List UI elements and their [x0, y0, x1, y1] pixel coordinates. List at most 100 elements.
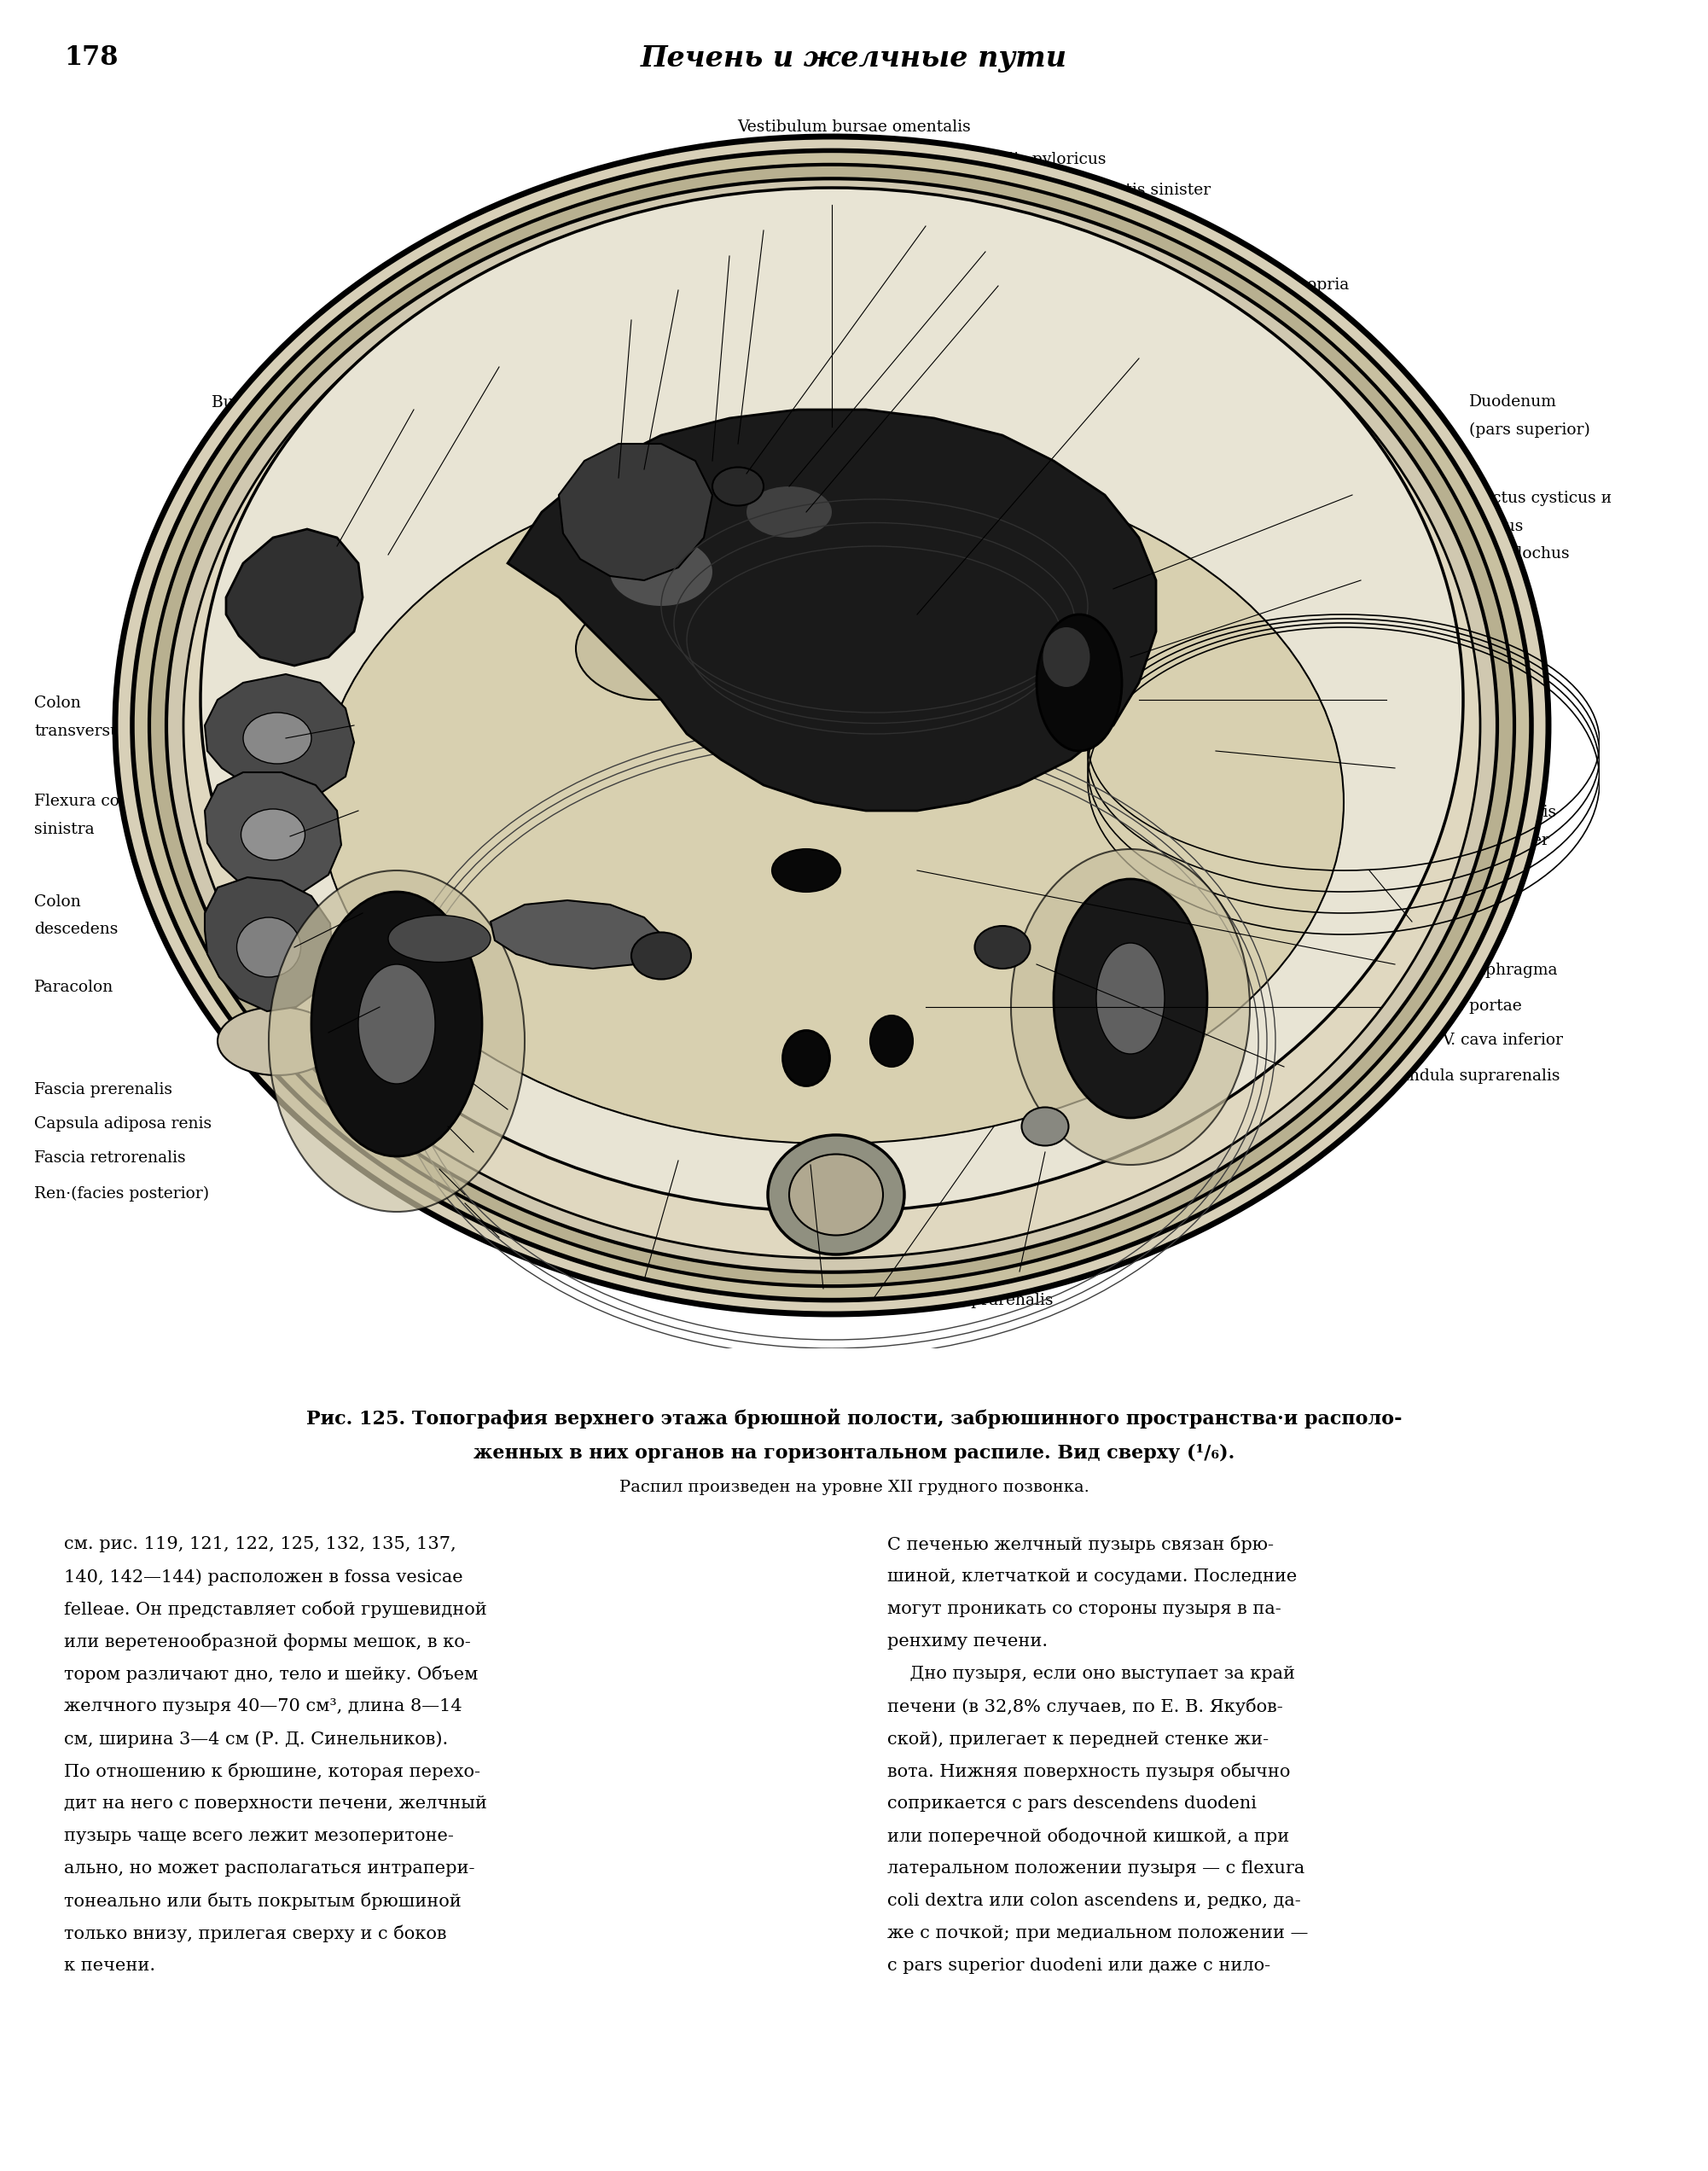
- Text: A. hepatica communis: A. hepatica communis: [712, 152, 892, 167]
- Text: coli dextra или colon ascendens и, редко, да-: coli dextra или colon ascendens и, редко…: [886, 1893, 1301, 1908]
- Text: желчного пузыря 40—70 см³, длина 8—14: желчного пузыря 40—70 см³, длина 8—14: [63, 1698, 463, 1715]
- Ellipse shape: [632, 931, 692, 979]
- Ellipse shape: [576, 597, 729, 699]
- Text: Capsula adiposa renis: Capsula adiposa renis: [34, 1116, 212, 1131]
- Text: Glandula suprarenalis: Glandula suprarenalis: [874, 1294, 1054, 1309]
- Text: Распил произведен на уровне XII грудного позвонка.: Распил произведен на уровне XII грудного…: [618, 1481, 1090, 1496]
- Text: choledochus: choledochus: [1469, 547, 1570, 562]
- Ellipse shape: [388, 916, 490, 962]
- Text: Vesica: Vesica: [1493, 684, 1544, 699]
- Text: (v. paraumbilicalis): (v. paraumbilicalis): [1040, 241, 1194, 256]
- Ellipse shape: [1011, 849, 1250, 1166]
- Ellipse shape: [166, 178, 1498, 1272]
- Polygon shape: [205, 877, 333, 1012]
- Text: см. рис. 119, 121, 122, 125, 132, 135, 137,: см. рис. 119, 121, 122, 125, 132, 135, 1…: [63, 1537, 456, 1552]
- Text: Fascia prerenalis: Fascia prerenalis: [34, 1081, 173, 1099]
- Ellipse shape: [1021, 1107, 1069, 1146]
- Text: Lobus: Lobus: [1498, 777, 1546, 792]
- Polygon shape: [205, 773, 342, 897]
- Text: Cauda pancreatis: Cauda pancreatis: [649, 1281, 789, 1296]
- Text: Bursa omentalis: Bursa omentalis: [212, 395, 343, 410]
- Text: ально, но может располагаться интрапери-: ально, но может располагаться интрапери-: [63, 1861, 475, 1876]
- Text: A. gastrica sinistra: A. gastrica sinistra: [647, 211, 799, 228]
- Text: с pars superior duodeni или даже с нило-: с pars superior duodeni или даже с нило-: [886, 1958, 1271, 1973]
- Ellipse shape: [237, 918, 301, 977]
- Text: Lig. teres hepatis: Lig. teres hepatis: [1049, 211, 1190, 228]
- Text: Paracolon: Paracolon: [34, 979, 114, 994]
- Text: вота. Нижняя поверхность пузыря обычно: вота. Нижняя поверхность пузыря обычно: [886, 1763, 1290, 1780]
- Text: женных в них органов на горизонтальном распиле. Вид сверху (¹/₆).: женных в них органов на горизонтальном р…: [473, 1444, 1235, 1463]
- Text: печени (в 32,8% случаев, по Е. В. Якубов-: печени (в 32,8% случаев, по Е. В. Якубов…: [886, 1698, 1283, 1715]
- Text: По отношению к брюшине, которая перехо-: По отношению к брюшине, которая перехо-: [63, 1763, 480, 1780]
- Ellipse shape: [746, 486, 832, 538]
- Text: тором различают дно, тело и шейку. Объем: тором различают дно, тело и шейку. Объем: [63, 1665, 478, 1683]
- Text: sinistra: sinistra: [34, 823, 94, 838]
- Text: пузырь чаще всего лежит мезоперитоне-: пузырь чаще всего лежит мезоперитоне-: [63, 1828, 454, 1843]
- Polygon shape: [490, 901, 661, 968]
- Text: Vestibulum bursae omentalis: Vestibulum bursae omentalis: [738, 119, 970, 135]
- Ellipse shape: [1054, 879, 1208, 1118]
- Polygon shape: [225, 530, 362, 666]
- Text: только внизу, прилегая сверху и с боков: только внизу, прилегая сверху и с боков: [63, 1926, 446, 1943]
- Ellipse shape: [183, 193, 1481, 1259]
- Text: могут проникать со стороны пузыря в па-: могут проникать со стороны пузыря в па-: [886, 1600, 1281, 1617]
- Ellipse shape: [1097, 942, 1165, 1053]
- Text: шиной, клетчаткой и сосудами. Последние: шиной, клетчаткой и сосудами. Последние: [886, 1567, 1296, 1585]
- Text: Cartilago costalis VII: Cartilago costalis VII: [444, 278, 613, 293]
- Ellipse shape: [114, 137, 1549, 1313]
- Text: descedens: descedens: [34, 923, 118, 938]
- Text: ductus: ductus: [1469, 519, 1524, 534]
- Text: Diaphragma: Diaphragma: [1459, 962, 1558, 977]
- Ellipse shape: [200, 187, 1464, 1211]
- Ellipse shape: [359, 964, 436, 1083]
- Text: Рис. 125. Топография верхнего этажа брюшной полости, забрюшинного пространства·и: Рис. 125. Топография верхнего этажа брюш…: [306, 1409, 1402, 1429]
- Text: дит на него с поверхности печени, желчный: дит на него с поверхности печени, желчны…: [63, 1795, 487, 1813]
- Ellipse shape: [132, 150, 1532, 1300]
- Ellipse shape: [782, 1031, 830, 1086]
- Text: ренхиму печени.: ренхиму печени.: [886, 1633, 1047, 1650]
- Ellipse shape: [772, 849, 840, 892]
- Ellipse shape: [319, 460, 1344, 1144]
- Text: Fascia retrorenalis: Fascia retrorenalis: [34, 1151, 186, 1166]
- Text: к печени.: к печени.: [63, 1958, 155, 1973]
- Text: 140, 142—144) расположен в fossa vesicae: 140, 142—144) расположен в fossa vesicae: [63, 1567, 463, 1585]
- Text: dexter: dexter: [1498, 834, 1549, 849]
- Text: Corpus ventriculi: Corpus ventriculi: [622, 241, 762, 256]
- Text: С печенью желчный пузырь связан брю-: С печенью желчный пузырь связан брю-: [886, 1537, 1274, 1554]
- Text: ской), прилегает к передней стенке жи-: ской), прилегает к передней стенке жи-: [886, 1730, 1269, 1748]
- Ellipse shape: [311, 892, 482, 1157]
- Text: Aorta abdominalis: Aorta abdominalis: [921, 1261, 1068, 1277]
- Text: V. cava inferior: V. cava inferior: [1442, 1033, 1563, 1049]
- Text: или поперечной ободочной кишкой, а при: или поперечной ободочной кишкой, а при: [886, 1828, 1290, 1845]
- Ellipse shape: [610, 538, 712, 606]
- Text: Colon: Colon: [34, 894, 80, 910]
- Ellipse shape: [268, 871, 524, 1211]
- Text: V. portae: V. portae: [1450, 999, 1522, 1014]
- Text: см, ширина 3—4 см (Р. Д. Синельников).: см, ширина 3—4 см (Р. Д. Синельников).: [63, 1730, 447, 1748]
- Text: Duodenum: Duodenum: [1469, 395, 1558, 410]
- Text: 178: 178: [63, 43, 118, 72]
- Text: Cavum peritonei: Cavum peritonei: [272, 354, 405, 369]
- Ellipse shape: [869, 1016, 912, 1066]
- Text: A. и v. lienales: A. и v. lienales: [376, 315, 492, 330]
- Polygon shape: [205, 675, 354, 799]
- Ellipse shape: [1037, 614, 1122, 751]
- Text: Lobus hepatis sinister: Lobus hepatis sinister: [1033, 182, 1211, 198]
- Ellipse shape: [975, 925, 1030, 968]
- Text: Truncus coeliacus: Truncus coeliacus: [690, 182, 837, 198]
- Text: Ren·(facies posterior): Ren·(facies posterior): [34, 1185, 208, 1203]
- Ellipse shape: [1044, 627, 1090, 686]
- Text: соприкается с pars descendens duodeni: соприкается с pars descendens duodeni: [886, 1795, 1257, 1813]
- Text: fellea: fellea: [1493, 712, 1537, 727]
- Ellipse shape: [241, 810, 306, 860]
- Ellipse shape: [712, 467, 763, 506]
- Text: Colon: Colon: [34, 695, 80, 710]
- Text: Дно пузыря, если оно выступает за край: Дно пузыря, если оно выступает за край: [886, 1665, 1295, 1683]
- Text: латеральном положении пузыря — с flexura: латеральном положении пузыря — с flexura: [886, 1861, 1305, 1876]
- Polygon shape: [559, 443, 712, 580]
- Text: Flexura coli: Flexura coli: [34, 795, 130, 810]
- Ellipse shape: [789, 1155, 883, 1235]
- Text: transversum: transversum: [34, 723, 135, 738]
- Ellipse shape: [149, 165, 1515, 1285]
- Text: felleae. Он представляет собой грушевидной: felleae. Он представляет собой грушевидн…: [63, 1600, 487, 1617]
